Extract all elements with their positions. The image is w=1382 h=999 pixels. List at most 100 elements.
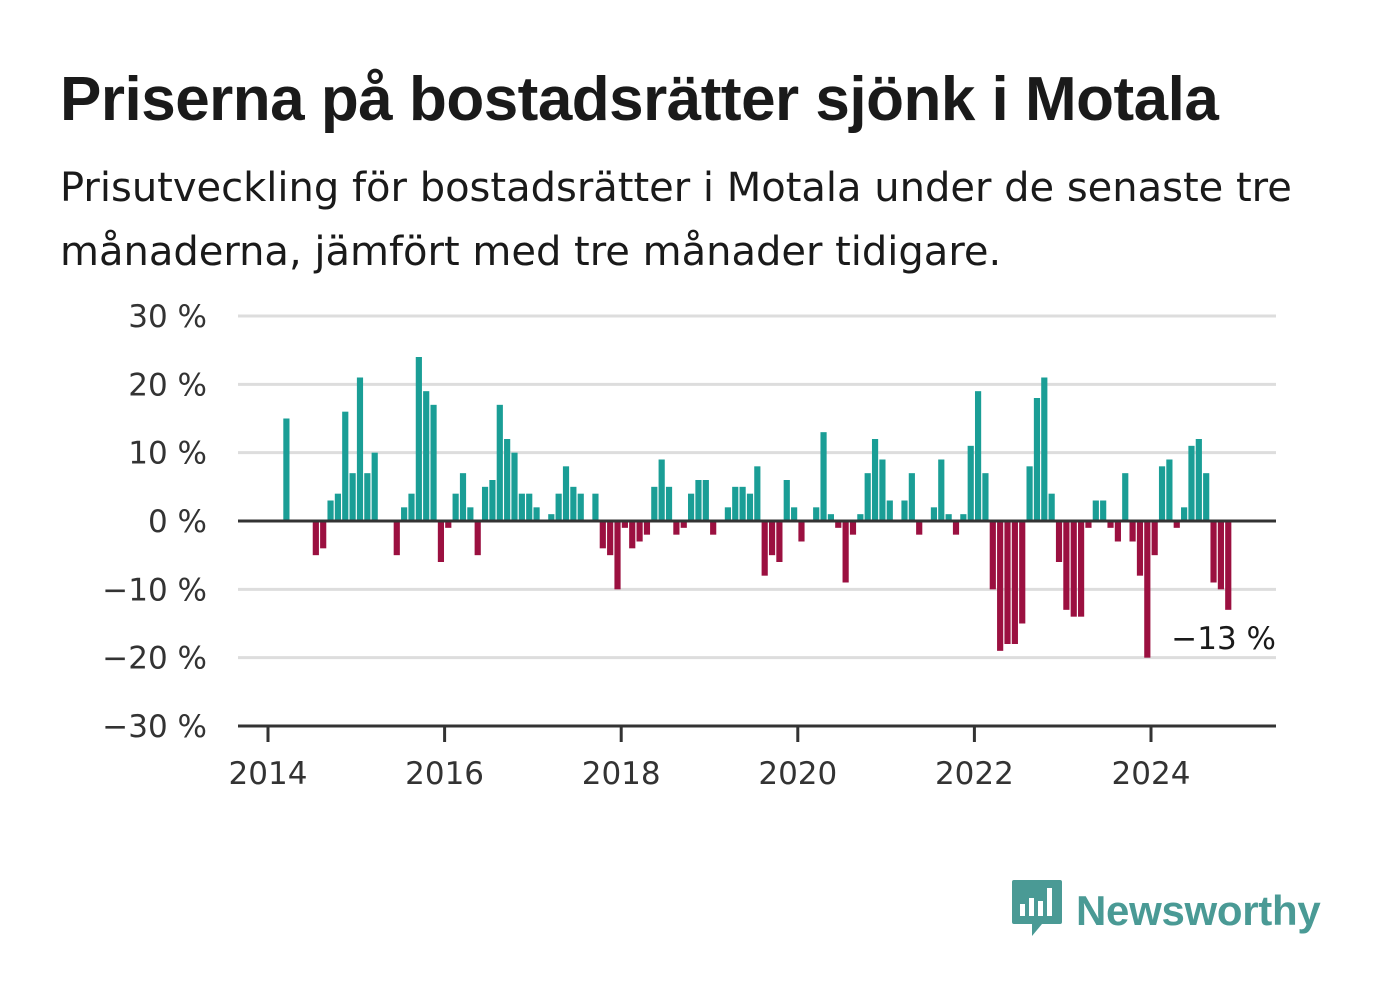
bar xyxy=(768,521,776,556)
y-tick-label: 0 % xyxy=(148,504,207,540)
bar xyxy=(371,452,378,521)
bar xyxy=(658,459,665,521)
bar xyxy=(1144,521,1151,658)
bar xyxy=(1166,459,1173,521)
bar xyxy=(776,521,783,562)
bar xyxy=(356,377,364,521)
bar xyxy=(1225,521,1232,610)
bar xyxy=(592,493,599,521)
bar xyxy=(702,480,709,521)
bar xyxy=(1070,521,1077,617)
bar xyxy=(599,521,606,549)
bar xyxy=(423,391,430,521)
y-axis-ticks: 30 % 20 % 10 % 0 % −10 % −20 % −30 % xyxy=(102,299,207,745)
bar xyxy=(952,521,960,535)
bar xyxy=(1122,473,1129,521)
x-tick-label: 2024 xyxy=(1112,756,1191,792)
y-tick-label: −20 % xyxy=(102,641,207,677)
bar xyxy=(849,521,857,535)
bar xyxy=(732,486,739,521)
bar xyxy=(533,507,540,521)
y-tick-label: −30 % xyxy=(102,709,207,745)
x-axis-ticks: 2014 2016 2018 2020 2022 2024 xyxy=(229,726,1191,792)
bar xyxy=(1203,473,1210,521)
bar xyxy=(886,500,893,521)
bar xyxy=(1100,500,1107,521)
bar xyxy=(901,500,908,521)
bar xyxy=(695,480,702,521)
x-tick-label: 2022 xyxy=(935,756,1014,792)
bar xyxy=(974,391,982,521)
bar xyxy=(871,439,879,521)
bar xyxy=(665,486,673,521)
x-tick-label: 2020 xyxy=(758,756,837,792)
bar xyxy=(445,521,452,528)
bar xyxy=(688,493,695,521)
bar xyxy=(680,521,687,528)
bar xyxy=(1011,521,1018,644)
chart-subtitle: Prisutveckling för bostadsrätter i Motal… xyxy=(60,165,1292,275)
bar xyxy=(827,514,834,521)
bar xyxy=(312,521,319,556)
bar xyxy=(945,514,952,521)
bar xyxy=(1107,521,1114,528)
bars xyxy=(283,357,1232,658)
bar xyxy=(430,404,437,521)
bar xyxy=(842,521,849,583)
bar xyxy=(1092,500,1099,521)
bar xyxy=(415,357,422,521)
y-tick-label: 10 % xyxy=(128,436,207,472)
bar xyxy=(349,473,356,521)
brand-logo: Newsworthy xyxy=(1010,878,1321,943)
bar xyxy=(636,521,643,542)
y-tick-label: −10 % xyxy=(102,572,207,608)
bar xyxy=(481,486,489,521)
bar xyxy=(1173,521,1180,528)
bar xyxy=(1188,445,1195,521)
x-tick-label: 2014 xyxy=(229,756,308,792)
y-tick-label: 20 % xyxy=(128,367,207,403)
bar xyxy=(489,480,496,521)
bar xyxy=(496,404,503,521)
bar xyxy=(320,521,327,549)
bar xyxy=(864,473,871,521)
bar xyxy=(651,486,658,521)
bar xyxy=(1151,521,1158,556)
bar xyxy=(989,521,996,590)
bar xyxy=(835,521,842,528)
bar xyxy=(791,507,798,521)
brand-name: Newsworthy xyxy=(1076,886,1321,934)
newsworthy-chat-bars-icon xyxy=(1010,878,1064,943)
bar xyxy=(916,521,923,535)
bar xyxy=(710,521,717,535)
bar xyxy=(526,493,533,521)
chart-title: Priserna på bostadsrätter sjönk i Motala xyxy=(60,65,1219,134)
bar xyxy=(1195,439,1202,521)
bar xyxy=(408,493,415,521)
axes xyxy=(238,519,1276,728)
bar xyxy=(1063,521,1070,610)
bar xyxy=(1158,466,1166,521)
bar xyxy=(474,521,481,556)
bar xyxy=(982,473,989,521)
bar xyxy=(1033,398,1041,521)
bar xyxy=(1210,521,1217,583)
bar xyxy=(1085,521,1092,528)
bar xyxy=(857,514,864,521)
last-value-label: −13 % xyxy=(1171,621,1276,657)
bar xyxy=(342,411,349,521)
bar xyxy=(437,521,445,562)
bar xyxy=(577,493,584,521)
bar xyxy=(327,500,334,521)
bar xyxy=(1114,521,1121,542)
bar xyxy=(459,473,467,521)
bar xyxy=(452,493,459,521)
bar xyxy=(746,493,754,521)
bar xyxy=(643,521,651,535)
bar xyxy=(930,507,938,521)
gridlines xyxy=(238,314,1276,660)
bar xyxy=(1004,521,1011,644)
bar xyxy=(1055,521,1063,562)
bar xyxy=(761,521,768,576)
